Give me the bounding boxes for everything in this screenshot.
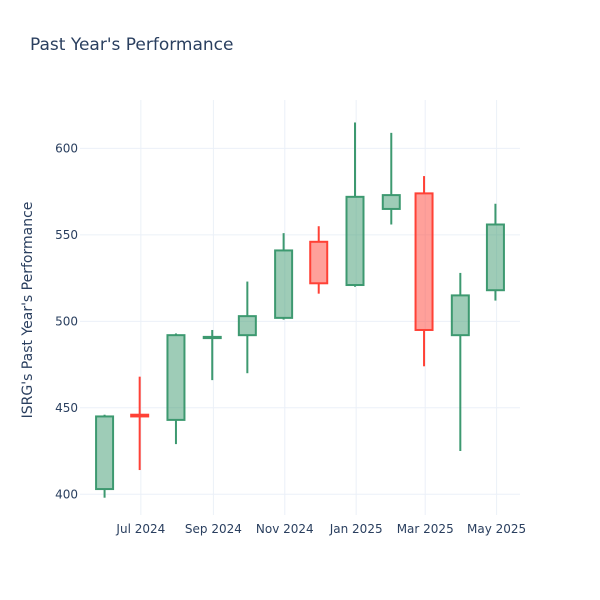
candle-body xyxy=(485,223,505,292)
candle-increasing xyxy=(95,414,115,498)
y-tick-label: 450 xyxy=(55,401,78,415)
candle-increasing xyxy=(381,132,401,225)
y-tick-label: 500 xyxy=(55,314,78,328)
x-tick-label: May 2025 xyxy=(467,522,526,536)
candle-layer xyxy=(95,122,505,498)
candle-increasing xyxy=(202,329,222,381)
candle-decreasing xyxy=(309,226,329,294)
chart-title: Past Year's Performance xyxy=(30,35,234,55)
x-tick-label: Mar 2025 xyxy=(397,522,454,536)
y-tick-label: 550 xyxy=(55,228,78,242)
x-tick-label: Jul 2024 xyxy=(115,522,165,536)
x-axis: Jul 2024 Sep 2024 Nov 2024 Jan 2025 Mar 2025… xyxy=(115,522,526,536)
candle-body xyxy=(450,294,470,337)
candle-decreasing xyxy=(414,176,434,367)
candle-body xyxy=(309,240,329,285)
x-tick-label: Sep 2024 xyxy=(185,522,242,536)
candle-decreasing xyxy=(130,376,150,471)
x-tick-label: Jan 2025 xyxy=(329,522,383,536)
candle-increasing xyxy=(237,281,257,374)
candle-body xyxy=(202,335,222,340)
y-tick-label: 400 xyxy=(55,487,78,501)
y-axis: 400 450 500 550 600 xyxy=(55,141,78,501)
grid-layer xyxy=(80,100,520,515)
candle-increasing xyxy=(166,333,186,445)
y-axis-label: ISRG's Past Year's Performance xyxy=(20,202,36,419)
candle-body xyxy=(237,315,257,337)
candle-body xyxy=(381,194,401,210)
candle-body xyxy=(95,415,115,491)
candle-increasing xyxy=(485,203,505,301)
candle-body xyxy=(166,334,186,421)
candle-body xyxy=(345,195,365,287)
candle-increasing xyxy=(274,233,294,320)
candle-body xyxy=(130,413,150,418)
candle-body xyxy=(414,192,434,331)
candle-increasing xyxy=(450,272,470,452)
y-tick-label: 600 xyxy=(55,141,78,155)
x-tick-label: Nov 2024 xyxy=(256,522,314,536)
candle-increasing xyxy=(345,122,365,287)
candle-body xyxy=(274,249,294,319)
